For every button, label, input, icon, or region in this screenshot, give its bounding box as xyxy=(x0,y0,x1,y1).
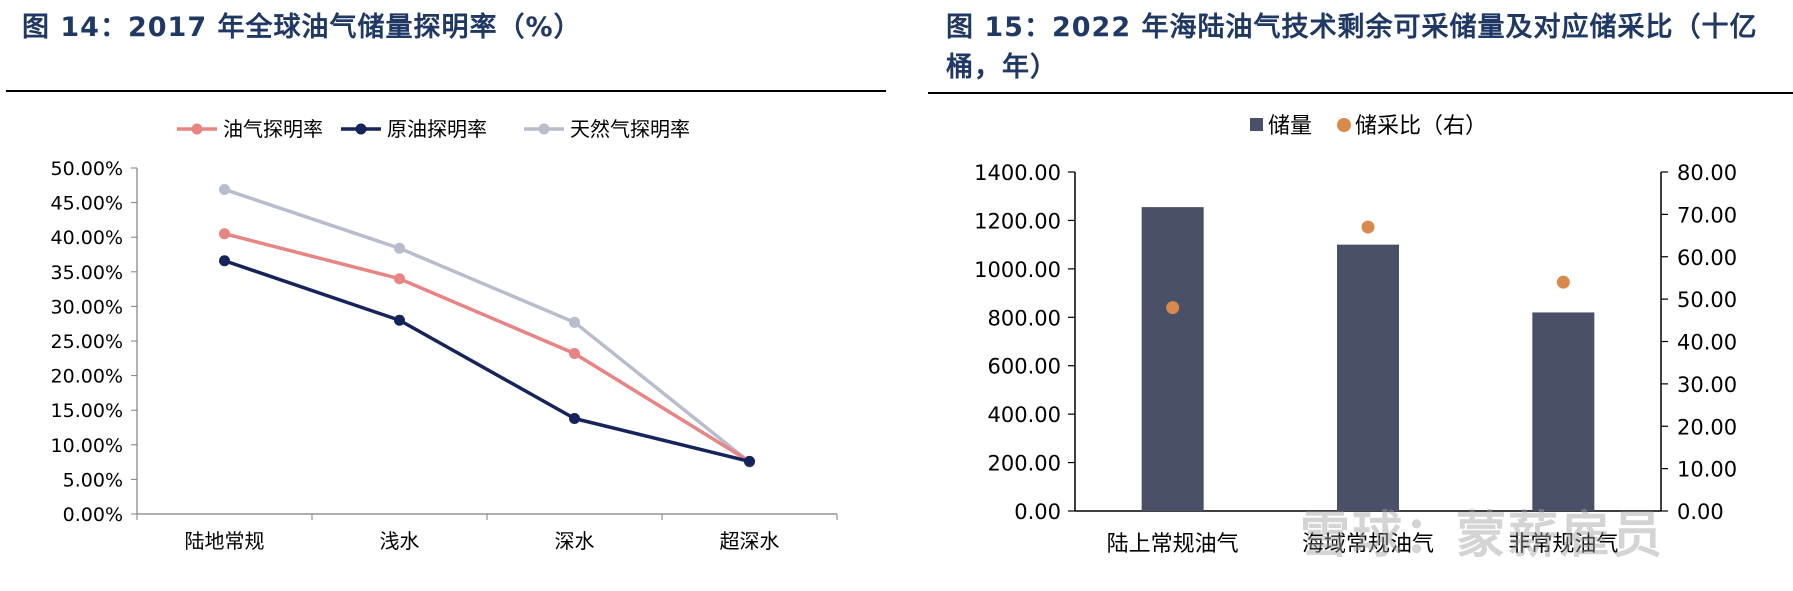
x-tick-label: 深水 xyxy=(555,529,595,553)
right-y-tick-label: 80.00 xyxy=(1677,161,1737,185)
left-y-tick-label: 800.00 xyxy=(988,306,1061,330)
data-point xyxy=(569,316,580,328)
legend-marker xyxy=(538,123,550,135)
x-tick-label: 非常规油气 xyxy=(1508,532,1618,557)
y-tick-label: 45.00% xyxy=(51,193,123,215)
legend-label: 储量 xyxy=(1268,114,1312,139)
legend-marker xyxy=(191,123,203,135)
right-title-rule xyxy=(928,92,1793,94)
y-tick-label: 20.00% xyxy=(51,366,123,388)
left-y-tick-label: 400.00 xyxy=(988,403,1061,427)
data-point xyxy=(569,347,580,359)
legend-label: 天然气探明率 xyxy=(570,117,690,141)
x-tick-label: 陆上常规油气 xyxy=(1107,532,1239,557)
bar xyxy=(1337,244,1399,511)
legend-label: 储采比（右） xyxy=(1355,114,1487,139)
y-tick-label: 40.00% xyxy=(51,227,123,249)
scatter-point xyxy=(1361,220,1375,234)
left-y-tick-label: 1000.00 xyxy=(974,258,1061,282)
y-tick-label: 0.00% xyxy=(63,504,123,526)
right-y-tick-label: 20.00 xyxy=(1677,415,1737,439)
bar xyxy=(1141,207,1204,511)
right-y-tick-label: 30.00 xyxy=(1677,373,1737,397)
data-point xyxy=(744,455,755,467)
y-tick-label: 25.00% xyxy=(51,331,123,353)
data-point xyxy=(219,255,230,267)
series-line xyxy=(223,187,751,464)
series-line xyxy=(224,232,751,463)
left-y-tick-label: 1200.00 xyxy=(974,209,1061,233)
line-chart: 0.00% 5.00% 10.00% 15.00% 20.00% 25.00% 30.00%… xyxy=(51,117,838,553)
legend-label: 油气探明率 xyxy=(223,117,323,141)
data-point xyxy=(219,228,230,240)
legend-swatch-dot xyxy=(1337,118,1351,132)
right-y-tick-label: 60.00 xyxy=(1677,246,1737,270)
y-tick-label: 50.00% xyxy=(51,158,123,180)
left-title-rule xyxy=(6,90,886,92)
y-tick-label: 30.00% xyxy=(51,296,123,318)
x-tick-label: 超深水 xyxy=(720,529,780,553)
bar xyxy=(1532,312,1595,511)
x-tick-label: 浅水 xyxy=(380,529,420,553)
data-point xyxy=(394,314,405,326)
watermark: 雪球：蒙薪雇员 xyxy=(1300,506,1664,564)
right-y-tick-label: 50.00 xyxy=(1677,288,1737,312)
data-point xyxy=(394,242,405,254)
right-y-tick-label: 40.00 xyxy=(1677,331,1737,355)
legend-marker xyxy=(355,123,367,135)
data-point xyxy=(394,273,405,285)
y-tick-label: 15.00% xyxy=(51,400,123,422)
scatter-point xyxy=(1166,301,1180,315)
right-chart-title: 图 15：2022 年海陆油气技术剩余可采储量及对应储采比（十亿桶，年） xyxy=(946,12,1758,83)
bar-scatter-chart: 0.00 200.00 400.00 600.00 800.00 1000.00 1200.… xyxy=(974,114,1737,557)
left-y-tick-label: 600.00 xyxy=(988,355,1061,379)
y-tick-label: 10.00% xyxy=(51,435,123,457)
left-chart-title: 图 14：2017 年全球油气储量探明率（%） xyxy=(22,12,582,43)
left-y-tick-label: 0.00 xyxy=(1014,500,1061,524)
left-y-tick-label: 200.00 xyxy=(988,452,1061,476)
data-point xyxy=(569,413,580,425)
scatter-point xyxy=(1556,275,1570,289)
series-line xyxy=(223,259,750,464)
data-point xyxy=(219,183,230,195)
y-tick-label: 5.00% xyxy=(63,469,123,491)
x-tick-label: 陆地常规 xyxy=(185,529,265,553)
right-y-tick-label: 0.00 xyxy=(1677,500,1724,524)
right-y-tick-label: 70.00 xyxy=(1677,203,1737,227)
left-chart-panel: 图 14：2017 年全球油气储量探明率（%） 0.00% 5.00% 10.00%… xyxy=(0,0,890,591)
x-tick-label: 海域常规油气 xyxy=(1302,532,1434,557)
right-chart-panel: 图 15：2022 年海陆油气技术剩余可采储量及对应储采比（十亿桶，年） 0.0… xyxy=(928,0,1793,591)
left-y-tick-label: 1400.00 xyxy=(974,161,1061,185)
legend-label: 原油探明率 xyxy=(387,117,487,141)
legend-swatch-bar xyxy=(1250,118,1263,131)
y-tick-label: 35.00% xyxy=(51,262,123,284)
right-y-tick-label: 10.00 xyxy=(1677,458,1737,482)
